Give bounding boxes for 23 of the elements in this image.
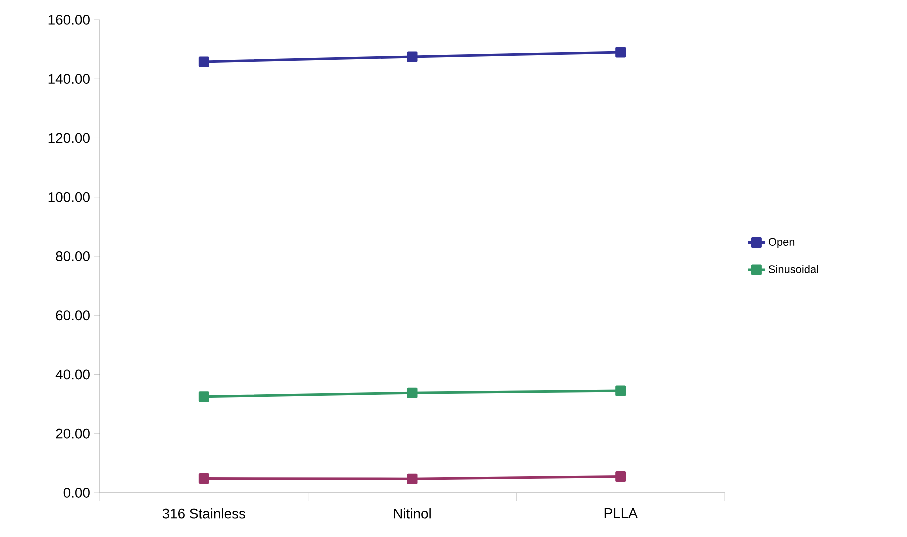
y-tick-label: 120.00	[48, 133, 90, 144]
y-tick-label: 80.00	[56, 252, 90, 262]
y-tick-label: 20.00	[56, 428, 90, 439]
point	[198, 474, 210, 484]
point	[616, 47, 626, 58]
y-tick-label: 40.00	[56, 370, 90, 380]
x-tick-label: 316 Stainless	[162, 508, 246, 519]
point	[407, 52, 418, 62]
x-tick-label: PLLA	[604, 508, 638, 518]
point	[198, 392, 210, 402]
legend-label: Sinusoidal	[768, 265, 818, 274]
y-tick-label: 60.00	[56, 310, 90, 321]
point	[616, 471, 626, 482]
y-tick-label: 160.00	[48, 15, 90, 25]
x-tick-label: Nitinol	[394, 508, 431, 519]
point	[407, 474, 418, 484]
legend-label: Open	[768, 238, 795, 248]
y-tick-label: 100.00	[48, 192, 90, 202]
point	[198, 56, 210, 68]
point	[616, 386, 626, 396]
y-tick-label: 0.00	[64, 488, 90, 498]
y-tick-label: 140.00	[48, 74, 90, 84]
point	[407, 388, 418, 398]
